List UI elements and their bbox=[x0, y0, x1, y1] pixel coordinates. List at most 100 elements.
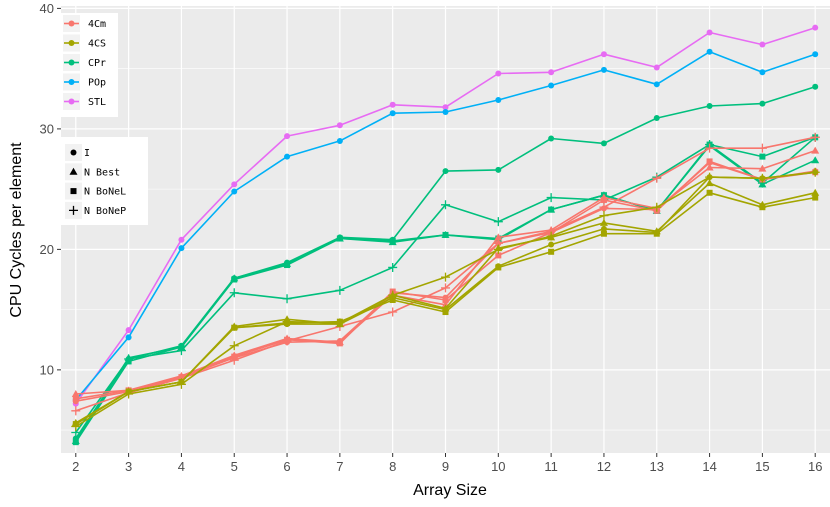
data-point bbox=[599, 218, 608, 226]
data-point bbox=[335, 318, 345, 328]
data-point bbox=[811, 188, 820, 196]
legend-color-key bbox=[63, 15, 80, 32]
legend-shape: I N Best N BoNeL N BoNeP bbox=[61, 137, 148, 225]
data-point bbox=[653, 115, 660, 122]
data-point bbox=[389, 110, 396, 117]
legend-color-key bbox=[63, 93, 80, 110]
x-tick-label: 8 bbox=[389, 459, 396, 474]
data-point bbox=[389, 101, 396, 108]
data-point bbox=[599, 202, 609, 212]
data-point bbox=[757, 173, 767, 183]
series-4CS-plus bbox=[71, 167, 820, 431]
legend-shape-key bbox=[65, 163, 82, 181]
data-point bbox=[177, 342, 186, 350]
data-point bbox=[548, 248, 555, 255]
data-point bbox=[335, 234, 344, 242]
data-point bbox=[282, 336, 292, 346]
legend-color-label: CPr bbox=[88, 58, 106, 69]
y-tick-label: 10 bbox=[40, 362, 54, 377]
x-tick-label: 2 bbox=[72, 459, 79, 474]
legend-shape-label: N BoNeP bbox=[84, 206, 126, 217]
x-tick-label: 12 bbox=[597, 459, 611, 474]
data-point bbox=[759, 204, 766, 211]
legend-key-marker bbox=[70, 149, 77, 156]
data-point bbox=[442, 104, 449, 111]
data-point bbox=[706, 48, 713, 55]
data-point bbox=[335, 285, 345, 295]
data-point bbox=[178, 236, 185, 243]
data-point bbox=[282, 317, 292, 327]
data-point bbox=[282, 294, 292, 304]
data-point bbox=[495, 96, 502, 103]
x-tick-label: 10 bbox=[491, 459, 505, 474]
data-point bbox=[124, 389, 134, 399]
x-tick-label: 6 bbox=[283, 459, 290, 474]
data-point bbox=[546, 193, 556, 203]
x-axis-title: Array Size bbox=[413, 482, 487, 499]
data-point bbox=[811, 146, 820, 154]
data-point bbox=[600, 140, 607, 147]
data-point bbox=[599, 211, 609, 221]
legend-shape-key bbox=[65, 201, 82, 219]
data-point bbox=[441, 200, 450, 210]
data-point bbox=[441, 272, 450, 282]
data-point bbox=[72, 395, 79, 402]
data-point bbox=[495, 263, 502, 270]
data-point bbox=[706, 158, 713, 165]
data-point bbox=[125, 327, 132, 334]
legend-key-point bbox=[68, 40, 75, 46]
legend-shape-label: N BoNeL bbox=[84, 187, 126, 198]
legend-key-marker bbox=[69, 205, 78, 215]
legend-key-point bbox=[68, 20, 75, 27]
data-point bbox=[442, 306, 449, 313]
data-point bbox=[759, 41, 766, 48]
data-point bbox=[759, 100, 766, 107]
data-point bbox=[71, 421, 81, 431]
data-point bbox=[388, 262, 398, 272]
data-point bbox=[229, 355, 239, 365]
x-tick-label: 4 bbox=[178, 459, 185, 474]
data-point bbox=[547, 205, 556, 213]
legend-key-marker bbox=[70, 188, 77, 195]
data-point bbox=[758, 164, 767, 172]
data-point bbox=[495, 70, 502, 77]
data-point bbox=[548, 69, 555, 76]
data-point bbox=[284, 133, 291, 140]
legend-shape-label: N Best bbox=[84, 167, 120, 178]
data-point bbox=[705, 143, 715, 153]
data-point bbox=[812, 24, 819, 31]
series-CPr-triangle bbox=[71, 141, 820, 444]
data-point bbox=[336, 137, 343, 144]
data-point bbox=[759, 153, 766, 160]
data-point bbox=[705, 179, 714, 187]
x-tick-label: 16 bbox=[808, 459, 822, 474]
y-tick-label: 40 bbox=[40, 1, 54, 16]
data-point bbox=[283, 259, 292, 267]
legend-color-key bbox=[63, 54, 80, 71]
data-point bbox=[810, 132, 820, 142]
data-point bbox=[229, 341, 239, 351]
data-point bbox=[493, 244, 503, 254]
data-point bbox=[230, 274, 239, 282]
y-tick-label: 30 bbox=[40, 121, 54, 136]
data-point bbox=[388, 307, 398, 317]
data-point bbox=[125, 334, 132, 341]
legend-color-label: 4Cm bbox=[88, 19, 106, 30]
data-point bbox=[546, 231, 556, 241]
data-point bbox=[336, 340, 343, 347]
data-point bbox=[812, 83, 819, 90]
legend-color-label: POp bbox=[88, 78, 106, 89]
data-point bbox=[231, 188, 238, 195]
x-tick-label: 14 bbox=[702, 459, 716, 474]
data-point bbox=[71, 389, 80, 397]
data-point bbox=[652, 173, 662, 183]
data-point bbox=[653, 64, 660, 71]
data-point bbox=[652, 202, 662, 212]
data-point bbox=[71, 406, 81, 416]
data-point bbox=[810, 167, 820, 177]
legend-shape-label: I bbox=[84, 148, 90, 159]
data-point bbox=[758, 180, 767, 188]
data-point bbox=[494, 233, 503, 241]
data-point bbox=[705, 163, 714, 171]
